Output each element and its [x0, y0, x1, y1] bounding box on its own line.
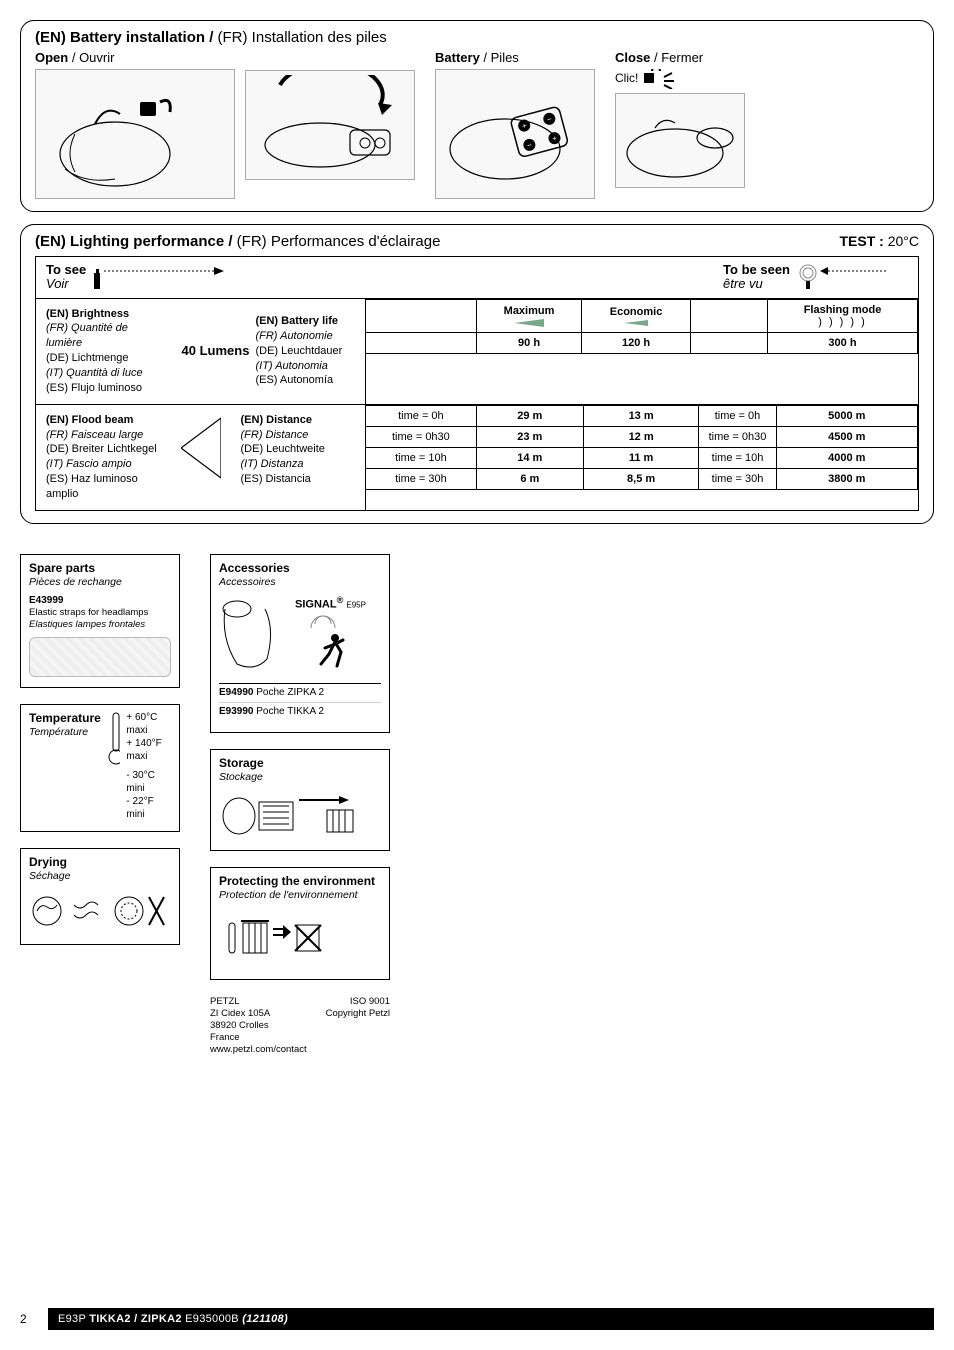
page-number: 2 — [20, 1312, 38, 1326]
lighting-toprow: To seeVoir To be seenêtre vu — [36, 257, 918, 299]
spare-subtitle: Pièces de rechange — [29, 576, 171, 589]
signal-label: SIGNAL® E95P — [295, 595, 366, 612]
lighting-performance-panel: (EN) Lighting performance / (FR) Perform… — [20, 224, 934, 524]
open2-illustration — [245, 70, 415, 180]
col-spacer — [690, 299, 767, 332]
spare-desc: Elastic straps for headlamps Elastiques … — [29, 607, 171, 631]
bl-max: 90 h — [476, 332, 581, 353]
temp-subtitle: Température — [29, 726, 101, 739]
test-label: TEST : 20°C — [839, 233, 919, 249]
close-illustration — [615, 93, 745, 188]
spare-title: Spare parts — [29, 561, 171, 576]
acc-item-2: E93990 Poche TIKKA 2 — [219, 702, 381, 722]
to-see-icon — [94, 263, 224, 291]
temp-title: Temperature — [29, 711, 101, 726]
brightness-batterylife-row: (EN) Brightness (FR) Quantité de lumière… — [36, 299, 918, 404]
lower-info-grid: Spare parts Pièces de rechange E43999 El… — [20, 554, 934, 1056]
battery-install-title: (EN) Battery installation / (FR) Install… — [35, 29, 919, 46]
step-close: Close / Fermer Clic! — [615, 50, 765, 188]
drying-box: Drying Séchage — [20, 848, 180, 945]
lock-icon — [642, 69, 692, 89]
clic-label: Clic! — [615, 69, 692, 89]
col-economic: Economic — [582, 299, 691, 332]
recycle-illustration — [219, 909, 339, 965]
storage-title: Storage — [219, 756, 381, 771]
bl-flash: 300 h — [768, 332, 918, 353]
drying-illustration — [29, 889, 169, 929]
battery-illustration: + − − + — [435, 69, 595, 199]
thermometer-icon — [107, 711, 121, 767]
temp-values: + 60°C maxi + 140°F maxi - 30°C mini - 2… — [126, 711, 171, 821]
accessories-box: Accessories Accessoires SIGNAL® E95P — [210, 554, 390, 733]
spare-parts-box: Spare parts Pièces de rechange E43999 El… — [20, 554, 180, 688]
flash-glyph: ) ) ) ) ) — [774, 316, 911, 328]
drying-title: Drying — [29, 855, 171, 870]
storage-box: Storage Stockage — [210, 749, 390, 852]
lumens-value: 40 Lumens — [182, 342, 250, 360]
max-arrow-icon — [514, 319, 544, 327]
footer-bar: E93P TIKKA2 / ZIPKA2 E935000B (121108) — [48, 1308, 934, 1330]
time-0: time = 0h — [366, 405, 476, 426]
lighting-body: To seeVoir To be seenêtre vu — [35, 256, 919, 511]
company-info: PETZL ZI Cidex 105A 38920 Crolles France… — [210, 996, 390, 1055]
battery-life-table: Maximum Economic Flashing mode ) ) ) ) ) — [366, 299, 918, 354]
acc-item-1: E94990 Poche ZIPKA 2 — [219, 684, 381, 703]
protecting-box: Protecting the environment Protection de… — [210, 867, 390, 980]
temperature-box: Temperature Température + 60°C maxi + 14… — [20, 704, 180, 832]
acc-subtitle: Accessoires — [219, 576, 381, 589]
storage-subtitle: Stockage — [219, 771, 381, 784]
spare-code: E43999 — [29, 595, 171, 608]
storage-illustration — [219, 790, 369, 836]
strap-illustration — [29, 637, 171, 677]
step-open2 — [245, 70, 425, 180]
close-label: Close / Fermer — [615, 50, 703, 65]
time-3: time = 30h — [366, 468, 476, 489]
distance-labels: (EN) Flood beam (FR) Faisceau large (DE)… — [36, 405, 366, 510]
battery-label: Battery / Piles — [435, 50, 519, 65]
to-be-seen: To be seenêtre vu — [723, 263, 908, 292]
signal-runner-icon — [305, 612, 355, 672]
col-maximum: Maximum — [476, 299, 581, 332]
pouch-illustration — [219, 595, 289, 675]
lighting-title: (EN) Lighting performance / (FR) Perform… — [35, 233, 440, 250]
title-fr: (FR) Installation des piles — [213, 29, 386, 46]
protect-subtitle: Protection de l'environnement — [219, 889, 381, 902]
to-see: To seeVoir — [46, 263, 224, 292]
bl-eco: 120 h — [582, 332, 691, 353]
battery-installation-panel: (EN) Battery installation / (FR) Install… — [20, 20, 934, 212]
step-battery: Battery / Piles + − − + — [435, 50, 605, 199]
col-empty — [366, 299, 476, 332]
brightness-labels: (EN) Brightness (FR) Quantité de lumière… — [36, 299, 366, 404]
title-en: (EN) Battery installation / — [35, 29, 213, 46]
drying-subtitle: Séchage — [29, 870, 171, 883]
time-1: time = 0h30 — [366, 426, 476, 447]
accessories-list: E94990 Poche ZIPKA 2 E93990 Poche TIKKA … — [219, 683, 381, 722]
open-label: Open / Ouvrir — [35, 50, 114, 65]
distance-table: time = 0h 29 m 13 m time = 0h 5000 m tim… — [366, 405, 918, 490]
eco-arrow-icon — [624, 320, 648, 326]
acc-title: Accessories — [219, 561, 381, 576]
time-2: time = 10h — [366, 447, 476, 468]
protect-title: Protecting the environment — [219, 874, 381, 889]
distance-row: (EN) Flood beam (FR) Faisceau large (DE)… — [36, 404, 918, 510]
step-open: Open / Ouvrir — [35, 50, 235, 199]
to-be-seen-icon — [798, 263, 908, 291]
page-footer: 2 E93P TIKKA2 / ZIPKA2 E935000B (121108) — [20, 1308, 934, 1330]
flood-beam-icon — [181, 413, 221, 483]
col-flashing: Flashing mode ) ) ) ) ) — [768, 299, 918, 332]
open-illustration — [35, 69, 235, 199]
